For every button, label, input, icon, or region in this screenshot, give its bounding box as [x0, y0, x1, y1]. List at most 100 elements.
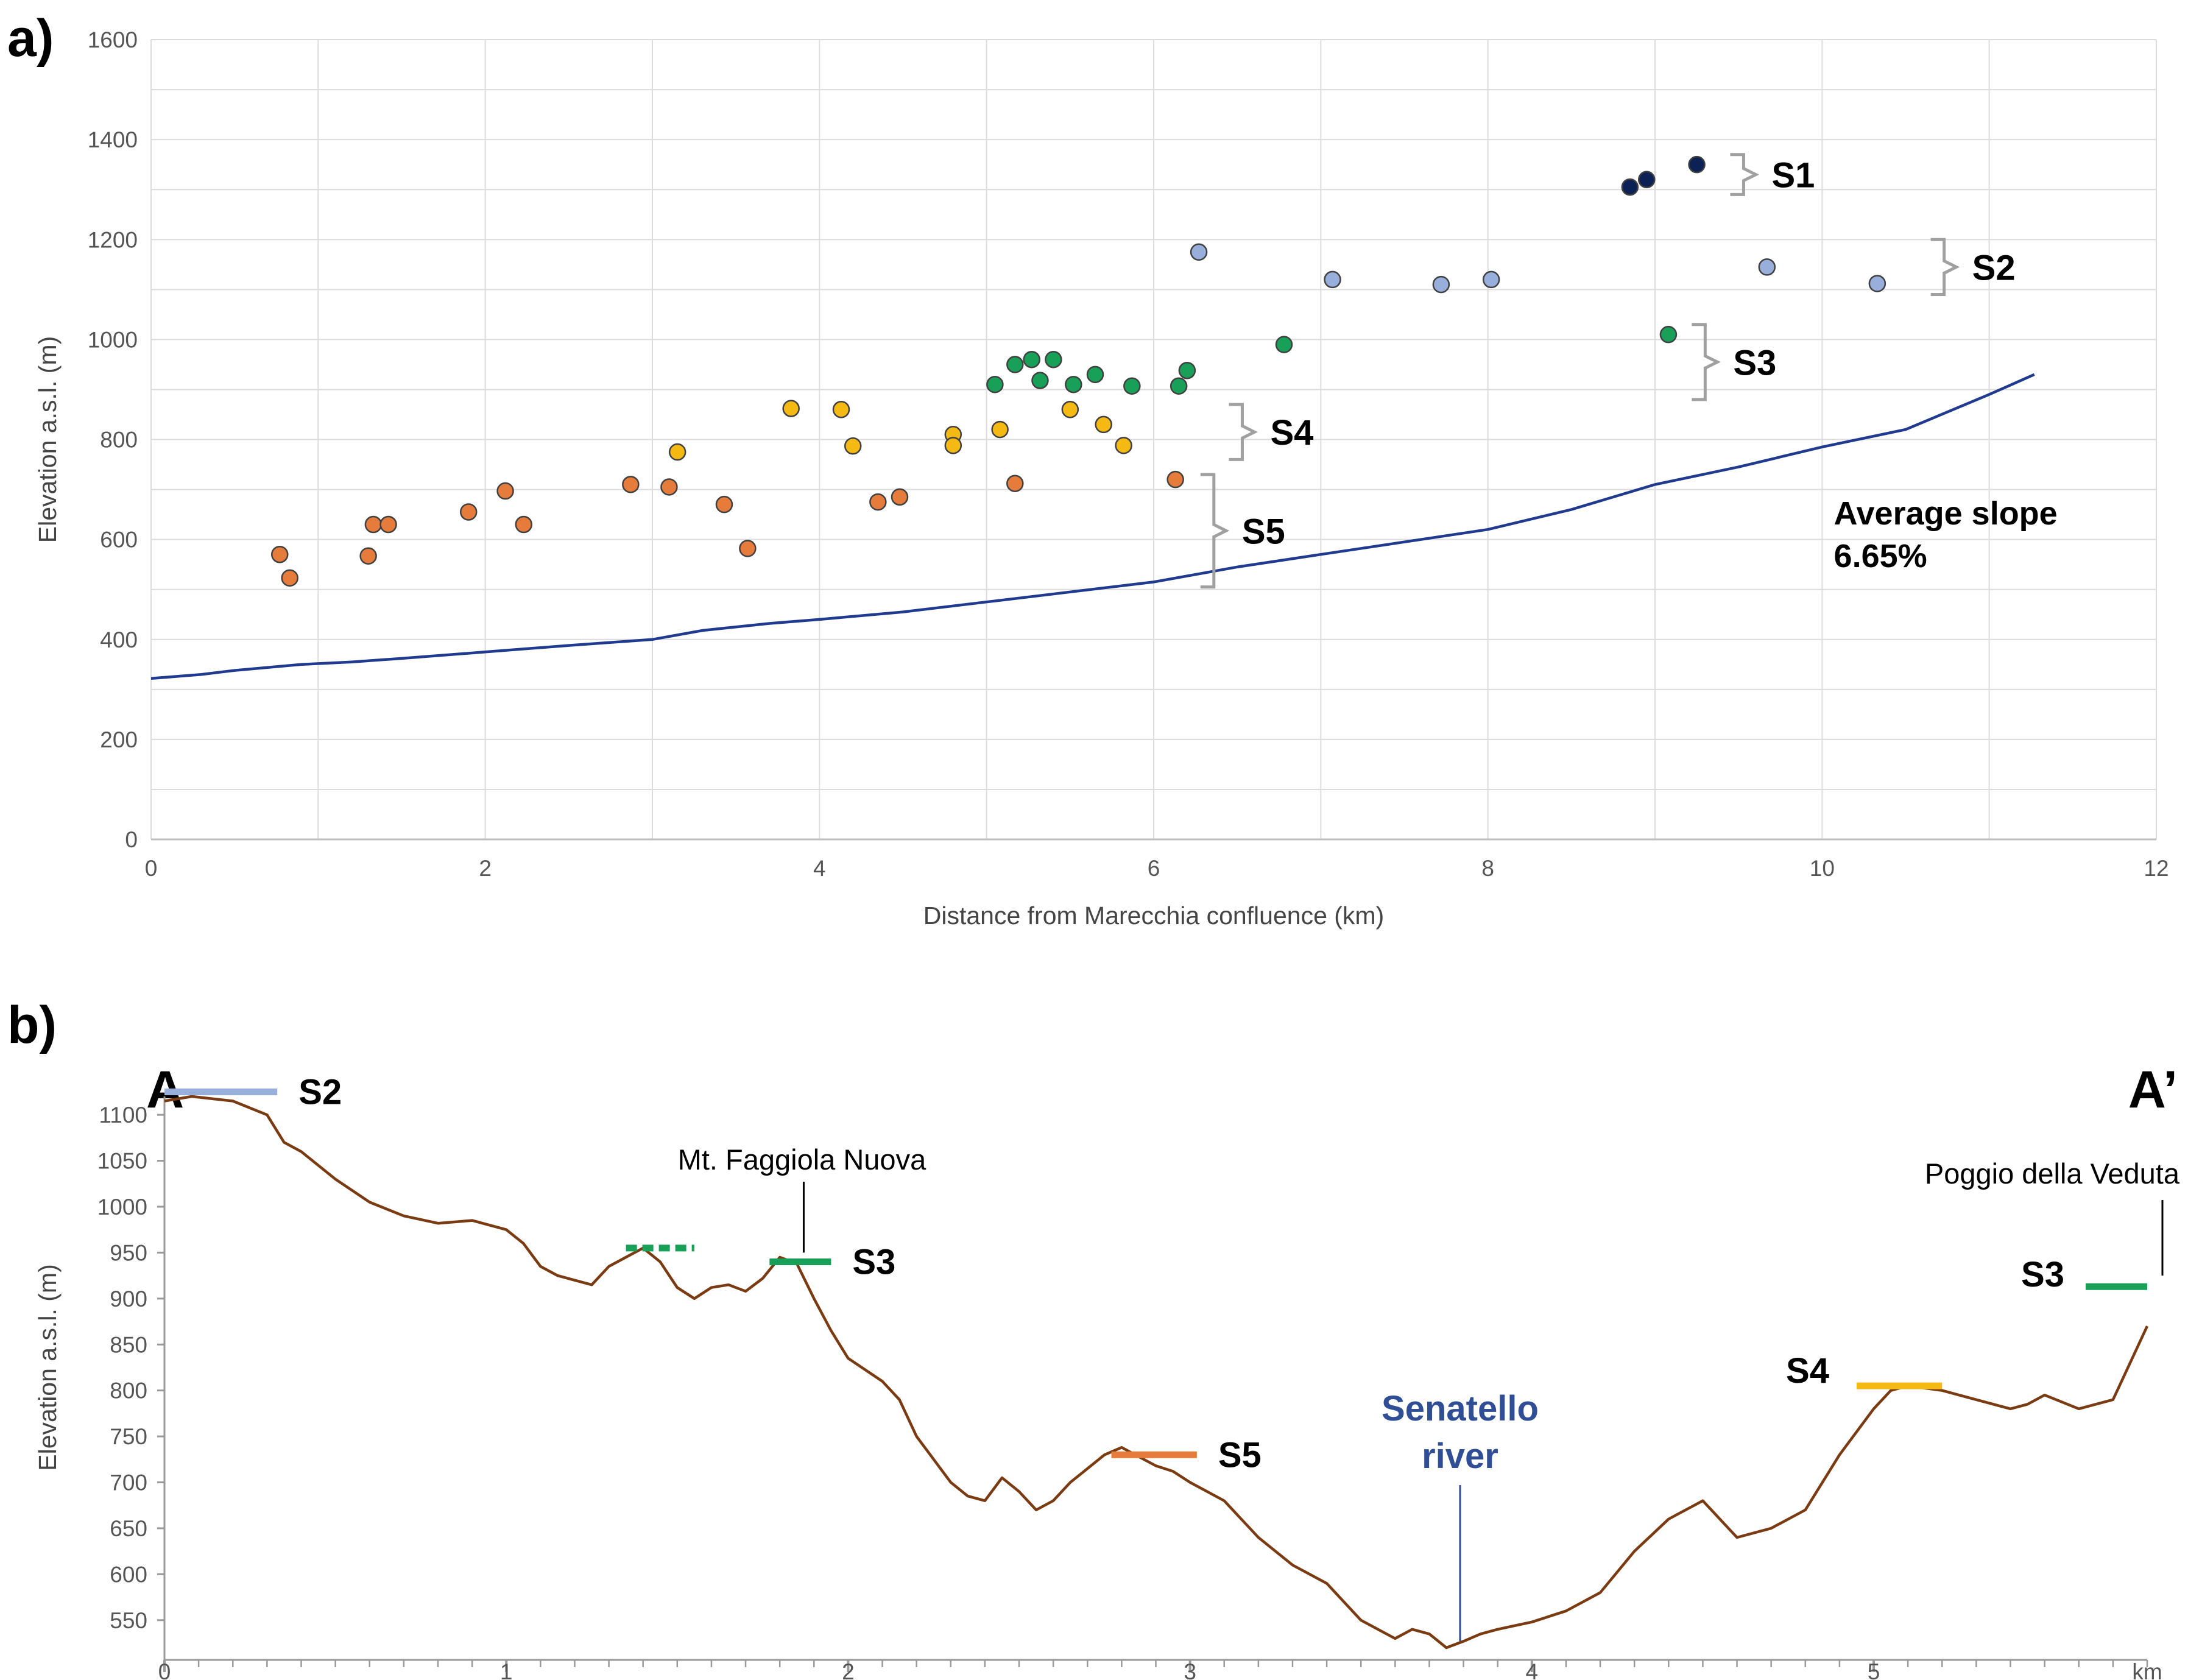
data-point-s5	[379, 515, 397, 534]
terrace-level-label-s5: S5	[1218, 1435, 1262, 1475]
data-point-s4	[782, 400, 800, 417]
panel-b-label: b)	[7, 996, 57, 1054]
bracket-s3	[1692, 323, 1721, 401]
data-point-s2	[1324, 270, 1341, 289]
terrace-level-label-s4: S4	[1786, 1351, 1829, 1391]
group-label-s1: S1	[1771, 156, 1815, 196]
data-point-s2	[1482, 270, 1500, 289]
data-point-s3	[1045, 350, 1062, 369]
y-tick-label: 750	[110, 1424, 147, 1449]
panel-a-label: a)	[7, 9, 54, 68]
data-point-s5	[622, 476, 640, 493]
x-tick-label: 2	[479, 856, 492, 881]
y-tick-label: 550	[110, 1608, 147, 1633]
average-slope-label: Average slope	[1834, 495, 2058, 532]
bracket-s1	[1730, 153, 1760, 196]
x-tick-label: 4	[1526, 1659, 1539, 1680]
terrace-level-label-s3: S3	[852, 1243, 895, 1282]
terrain-profile-line	[164, 1095, 2149, 1650]
data-point-s5	[270, 545, 289, 563]
y-tick-label: 1600	[88, 27, 138, 52]
data-point-s5	[459, 503, 478, 521]
data-point-s5	[715, 495, 733, 514]
terrace-level-label-s2: S2	[298, 1072, 342, 1112]
data-point-s2	[1190, 243, 1208, 261]
data-point-s5	[281, 569, 298, 587]
average-slope-value: 6.65%	[1834, 538, 1927, 574]
data-point-s1	[1621, 178, 1639, 196]
data-point-s3	[1086, 365, 1104, 384]
place-label-mt-faggiola-nuova: Mt. Faggiola Nuova	[678, 1143, 926, 1176]
data-point-s1	[1638, 171, 1656, 189]
x-tick-label: 8	[1481, 856, 1494, 881]
data-point-s2	[1868, 275, 1886, 292]
data-point-s4	[1095, 415, 1112, 434]
data-point-s2	[1432, 275, 1450, 294]
data-point-s5	[364, 515, 383, 534]
x-axis-title: Distance from Marecchia confluence (km)	[923, 902, 1384, 930]
y-tick-label: 1100	[99, 1103, 147, 1128]
group-label-s4: S4	[1270, 413, 1313, 453]
y-tick-label: 400	[100, 627, 138, 652]
y-tick-label: 1050	[97, 1149, 147, 1174]
y-tick-label: 600	[110, 1562, 147, 1587]
y-tick-label: 950	[110, 1240, 147, 1265]
data-point-s5	[1006, 475, 1024, 492]
data-point-s4	[1061, 401, 1079, 418]
data-point-s3	[1170, 377, 1188, 395]
data-point-s3	[1065, 375, 1082, 394]
bracket-s4	[1229, 403, 1258, 461]
data-point-s4	[668, 443, 686, 461]
panel-b-topographic-profile-chart: b)AA’55060065070075080085090095010001050…	[7, 996, 2180, 1680]
y-tick-label: 800	[110, 1378, 147, 1403]
data-point-s5	[496, 482, 514, 500]
data-point-s3	[1023, 350, 1040, 369]
group-label-s5: S5	[1242, 512, 1285, 551]
y-tick-label: 200	[100, 727, 138, 752]
y-tick-label: 850	[110, 1332, 147, 1357]
data-point-s5	[359, 547, 377, 565]
place-label-poggio-della-veduta: Poggio della Veduta	[1925, 1157, 2180, 1190]
data-point-s5	[891, 488, 909, 506]
data-point-s3	[1275, 336, 1293, 353]
x-tick-label: 2	[842, 1659, 855, 1680]
longitudinal-profile-line	[150, 373, 2035, 680]
group-label-s2: S2	[1972, 248, 2016, 288]
x-axis-unit-label: km	[2132, 1659, 2162, 1680]
y-axis-title: Elevation a.s.l. (m)	[34, 336, 62, 543]
data-point-s5	[739, 540, 757, 557]
y-axis-title: Elevation a.s.l. (m)	[34, 1264, 62, 1471]
data-point-s5	[1166, 470, 1184, 489]
y-tick-label: 0	[125, 827, 138, 852]
bracket-s2	[1930, 238, 1960, 297]
data-point-s4	[944, 437, 962, 454]
y-tick-label: 1000	[88, 327, 138, 352]
y-tick-label: 1000	[97, 1195, 147, 1219]
y-tick-label: 650	[110, 1516, 147, 1541]
x-tick-label: 1	[500, 1659, 513, 1680]
data-point-s4	[991, 420, 1009, 439]
data-point-s3	[1178, 362, 1196, 379]
x-tick-label: 10	[1810, 856, 1835, 881]
y-tick-label: 800	[100, 428, 138, 453]
data-point-s3	[1123, 377, 1141, 395]
data-point-s4	[844, 437, 862, 455]
x-tick-label: 3	[1184, 1659, 1196, 1680]
river-label-line-1: Senatello	[1382, 1389, 1539, 1428]
data-point-s3	[1659, 325, 1678, 344]
x-tick-label: 4	[813, 856, 826, 881]
river-label-line-2: river	[1422, 1436, 1498, 1476]
data-point-s3	[986, 375, 1004, 394]
group-label-s3: S3	[1733, 343, 1776, 383]
y-tick-label: 1400	[88, 127, 138, 152]
data-point-s4	[1115, 437, 1132, 454]
y-tick-label: 1200	[88, 227, 138, 252]
data-point-s3	[1006, 356, 1024, 373]
x-tick-label: 6	[1148, 856, 1160, 881]
x-tick-label: 0	[145, 856, 158, 881]
x-tick-label: 0	[158, 1659, 171, 1680]
terrace-level-label-s3: S3	[2021, 1255, 2064, 1294]
data-point-s4	[832, 401, 850, 418]
data-point-s3	[1031, 372, 1049, 389]
